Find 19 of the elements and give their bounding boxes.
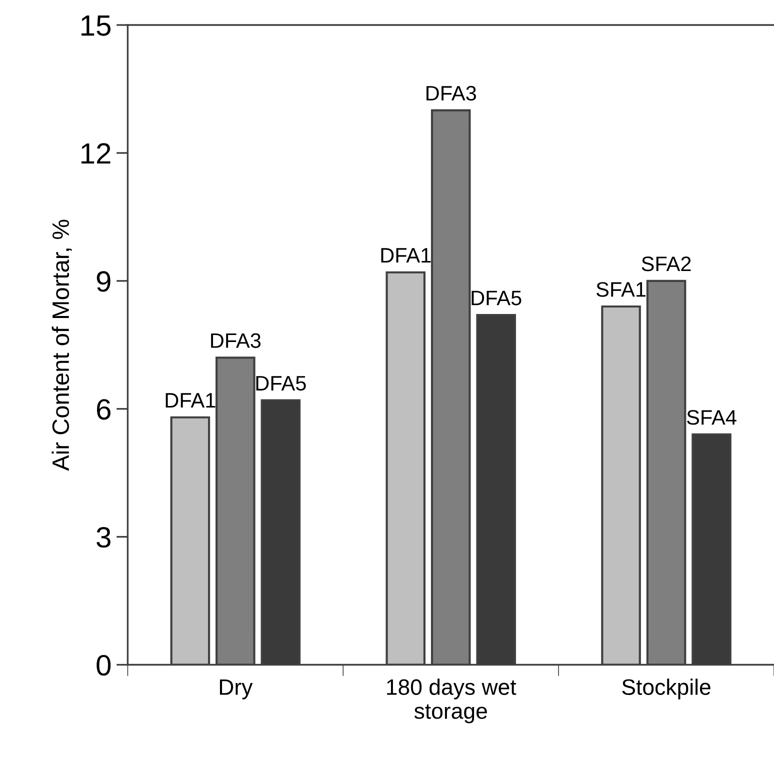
y-tick-label: 9 xyxy=(96,271,110,292)
data-label: SFA1 xyxy=(596,282,646,297)
y-tick-label: 3 xyxy=(96,527,110,548)
y-tick-label: 0 xyxy=(96,654,111,676)
y-tick-label: 15 xyxy=(82,16,111,36)
x-tick-label: Dry xyxy=(220,679,253,700)
data-label: DFA5 xyxy=(472,290,522,306)
y-tick-label: 6 xyxy=(97,399,110,420)
data-label: SFA4 xyxy=(686,410,736,425)
y-axis-title: Air Content of Mortar, % xyxy=(52,220,72,471)
data-label: SFA2 xyxy=(642,256,691,272)
data-label: DFA1 xyxy=(166,393,216,408)
data-label: DFA3 xyxy=(426,86,476,101)
data-label: DFA5 xyxy=(256,376,306,391)
x-tick-label: 180 days wet storage xyxy=(387,678,516,724)
data-label: DFA1 xyxy=(381,248,431,263)
data-label: DFA3 xyxy=(211,333,261,348)
x-tick-label: Stockpile xyxy=(622,678,710,700)
y-tick-label: 12 xyxy=(82,143,110,164)
